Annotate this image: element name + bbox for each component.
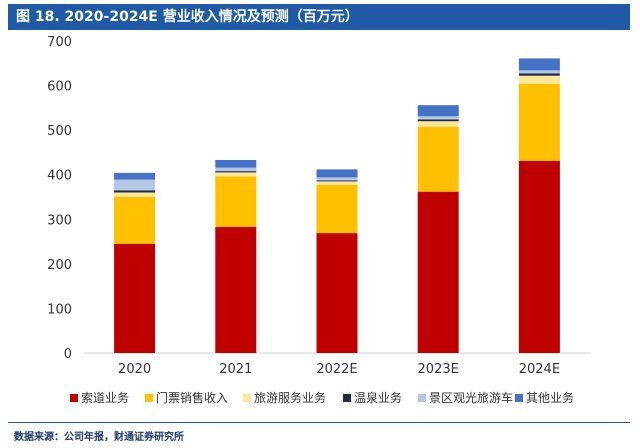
bar-segment: [518, 70, 560, 74]
legend-label: 索道业务: [81, 390, 129, 405]
bar-segment: [114, 192, 156, 197]
bar-segment: [518, 160, 560, 353]
x-tick-label: 2020: [118, 362, 151, 377]
y-tick-label: 200: [47, 258, 72, 273]
bar-segment: [114, 179, 156, 191]
y-tick-label: 500: [47, 124, 72, 139]
bar-segment: [114, 243, 156, 353]
legend: 索道业务 门票销售收入 旅游服务业务 温泉业务 景区观光旅游车 其他业务: [70, 390, 574, 405]
bar-segment: [316, 180, 358, 182]
bar-segment: [518, 83, 560, 161]
y-tick-label: 400: [47, 169, 72, 184]
bar-segment: [417, 191, 459, 353]
bar-segment: [215, 167, 257, 172]
x-tick-label: 2022E: [316, 362, 357, 377]
legend-label: 其他业务: [526, 390, 574, 405]
y-tick-label: 700: [47, 35, 72, 50]
bar-segment: [114, 190, 156, 193]
bar-segment: [316, 181, 358, 185]
bar-segment: [518, 75, 560, 84]
legend-label: 旅游服务业务: [254, 390, 326, 405]
x-tick-label: 2021: [219, 362, 252, 377]
footer-divider: [8, 422, 630, 423]
bar-segment: [417, 119, 459, 122]
legend-swatch: [418, 394, 426, 402]
bar-segment: [114, 197, 156, 244]
legend-swatch: [343, 394, 351, 402]
bar-segment: [215, 172, 257, 177]
x-tick-label: 2024E: [519, 362, 560, 377]
y-tick-label: 600: [47, 80, 72, 95]
bar-segment: [518, 73, 560, 76]
bar-segment: [215, 171, 257, 173]
y-tick-label: 300: [47, 213, 72, 228]
bar-segment: [316, 169, 358, 178]
y-tick-label: 100: [47, 302, 72, 317]
legend-label: 门票销售收入: [156, 390, 228, 405]
bar-segment: [316, 177, 358, 181]
legend-swatch: [70, 394, 78, 402]
legend-swatch: [145, 394, 153, 402]
bar-segment: [316, 185, 358, 234]
bar-segment: [417, 127, 459, 192]
legend-swatch: [515, 394, 523, 402]
x-tick-label: 2023E: [418, 362, 459, 377]
bar-segment: [215, 160, 257, 168]
stacked-bar-chart: 0 100 200 300 400 500 600 700 2020 2021 2022E 2023E…: [47, 35, 590, 405]
bar-segment: [417, 116, 459, 120]
bar-segment: [215, 176, 257, 227]
bar-segment: [417, 121, 459, 127]
bar-segment: [518, 58, 560, 71]
bar-segment: [417, 105, 459, 117]
bar-group: [114, 58, 560, 353]
bar-segment: [316, 233, 358, 353]
bar-segment: [215, 226, 257, 353]
bar-segment: [114, 172, 156, 180]
chart-title: 图 18. 2020-2024E 营业收入情况及预测（百万元）: [8, 4, 630, 30]
legend-swatch: [243, 394, 251, 402]
legend-label: 景区观光旅游车: [429, 390, 513, 405]
source-note: 数据来源：公司年报，财通证券研究所: [14, 432, 184, 443]
y-tick-label: 0: [64, 347, 72, 362]
legend-label: 温泉业务: [354, 390, 402, 405]
